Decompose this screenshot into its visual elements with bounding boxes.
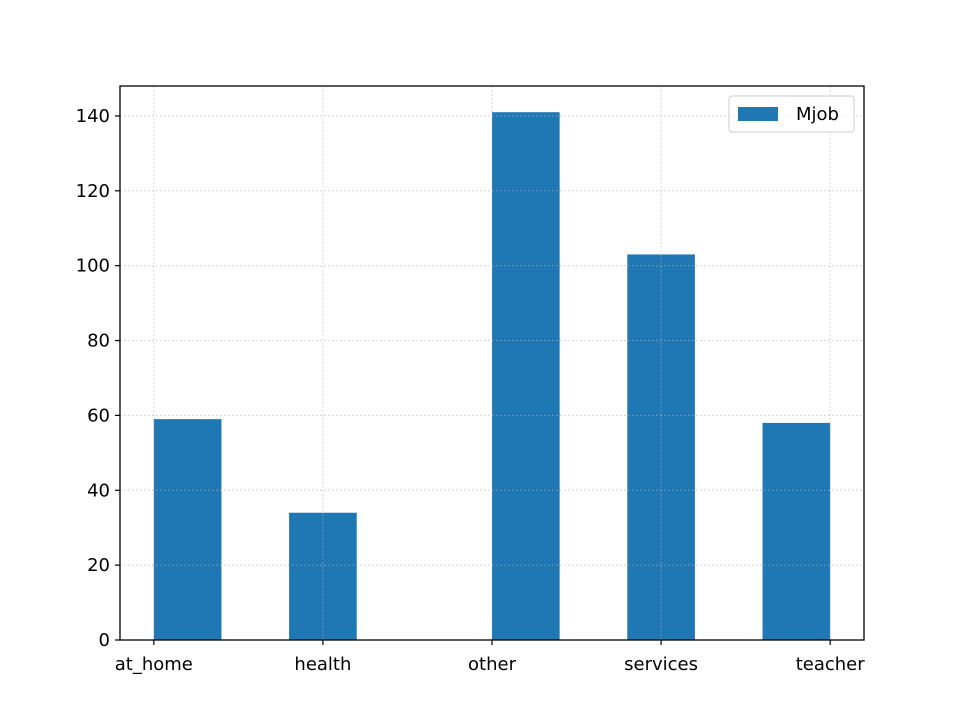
x-tick-label-services: services: [624, 654, 698, 675]
y-tick-label: 120: [76, 181, 110, 202]
x-tick-label-other: other: [468, 654, 517, 675]
y-tick-label: 100: [76, 256, 110, 277]
x-tick-label-health: health: [294, 654, 351, 675]
legend: Mjob: [728, 95, 855, 133]
legend-swatch: [738, 107, 778, 121]
legend-box: [728, 95, 855, 133]
y-tick-label: 40: [87, 480, 110, 501]
y-tick-label: 60: [87, 405, 110, 426]
bar-health: [289, 512, 357, 640]
y-tick-label: 80: [87, 331, 110, 352]
y-tick-label: 0: [99, 630, 110, 651]
legend-label-mjob: Mjob: [796, 104, 839, 125]
x-axis: at_home health other services teacher: [115, 640, 865, 675]
bar-at_home: [153, 419, 222, 640]
y-tick-label: 140: [76, 106, 110, 127]
x-tick-label-teacher: teacher: [796, 654, 866, 675]
y-axis: 0 20 40 60 80 100 120 140: [76, 106, 120, 651]
y-tick-label: 20: [87, 555, 110, 576]
bar-other: [492, 112, 560, 641]
bar-teacher: [762, 422, 831, 640]
x-tick-label-at_home: at_home: [115, 654, 193, 675]
